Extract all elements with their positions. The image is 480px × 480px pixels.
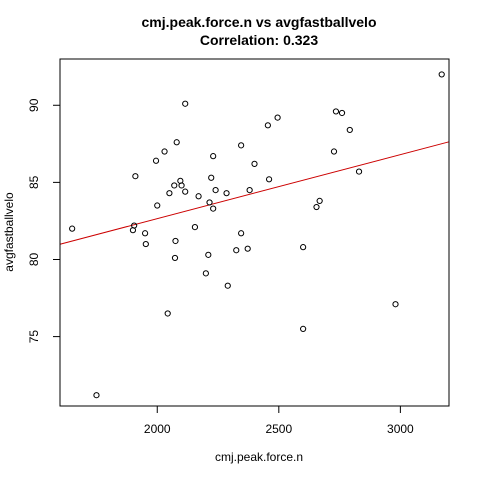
data-point xyxy=(238,230,245,237)
x-tick-label: 2500 xyxy=(265,422,292,436)
data-point xyxy=(330,148,338,155)
data-point xyxy=(332,108,340,115)
data-point xyxy=(392,301,399,308)
data-point xyxy=(171,254,179,262)
data-point xyxy=(142,240,149,248)
data-point xyxy=(172,237,179,245)
points-layer xyxy=(69,71,445,399)
data-point xyxy=(182,100,189,107)
data-point xyxy=(202,270,209,277)
data-point xyxy=(191,224,199,231)
data-point xyxy=(438,71,445,78)
axis-ticks: 2000 2500 3000 75 80 85 90 xyxy=(27,98,414,436)
data-point xyxy=(300,325,307,332)
plot-frame xyxy=(59,58,450,407)
y-axis-label: avgfastballvelo xyxy=(2,192,16,272)
data-point xyxy=(205,251,212,258)
data-point xyxy=(224,282,231,289)
regression-line xyxy=(59,141,450,245)
data-point xyxy=(178,182,185,189)
x-tick-label: 3000 xyxy=(387,422,414,436)
data-point xyxy=(274,114,281,121)
data-point xyxy=(300,244,307,251)
data-point xyxy=(131,222,138,229)
data-point xyxy=(244,245,251,252)
data-point xyxy=(141,230,149,237)
chart-title: cmj.peak.force.n vs avgfastballvelo xyxy=(142,14,377,30)
data-point xyxy=(206,199,213,206)
data-point xyxy=(69,225,76,232)
data-point xyxy=(223,190,230,197)
data-point xyxy=(355,168,363,175)
data-point xyxy=(161,148,168,155)
data-point xyxy=(210,153,217,160)
data-point xyxy=(264,122,271,129)
data-point xyxy=(233,247,240,254)
y-tick-label: 75 xyxy=(27,330,41,344)
data-point xyxy=(164,310,171,317)
data-point xyxy=(346,126,353,134)
data-point xyxy=(152,157,160,164)
data-point xyxy=(338,109,346,117)
data-point xyxy=(212,186,219,194)
data-point xyxy=(182,188,189,195)
data-point xyxy=(316,197,323,204)
data-point xyxy=(208,174,215,181)
data-point xyxy=(171,182,178,189)
data-point xyxy=(93,392,100,399)
data-point xyxy=(132,173,139,180)
data-point xyxy=(210,205,217,212)
data-point xyxy=(265,176,273,183)
data-point xyxy=(313,203,320,211)
data-point xyxy=(173,139,180,146)
data-point xyxy=(154,202,161,209)
x-axis-label: cmj.peak.force.n xyxy=(215,450,303,464)
data-point xyxy=(246,186,253,194)
y-tick-label: 90 xyxy=(27,98,41,112)
fit-line-layer xyxy=(59,141,450,245)
data-point xyxy=(166,190,173,197)
data-point xyxy=(251,160,258,167)
data-point xyxy=(195,193,202,200)
x-tick-label: 2000 xyxy=(144,422,171,436)
data-point xyxy=(238,142,245,149)
y-tick-label: 80 xyxy=(27,252,41,266)
y-tick-label: 85 xyxy=(27,175,41,189)
chart-subtitle: Correlation: 0.323 xyxy=(200,32,318,48)
